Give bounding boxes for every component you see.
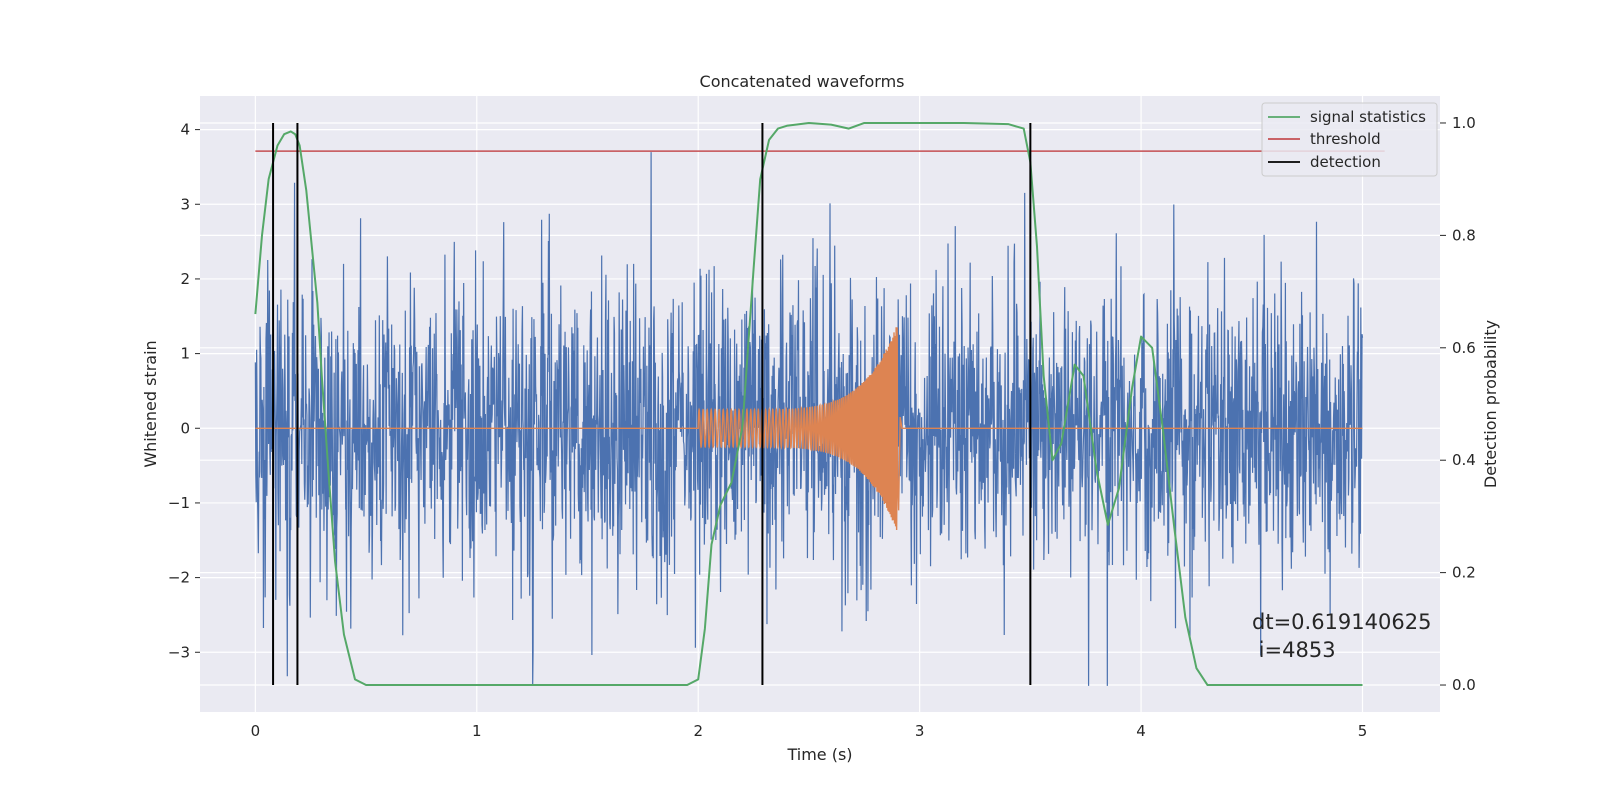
- y2-tick-label: 0.4: [1452, 451, 1476, 469]
- y2-tick-label: 0.0: [1452, 676, 1476, 694]
- y2-tick-label: 0.6: [1452, 339, 1476, 357]
- y-tick-label: 1: [180, 345, 190, 363]
- x-tick-label: 0: [251, 722, 261, 740]
- y2-axis-label: Detection probability: [1481, 320, 1500, 488]
- annotation-dt: dt=0.619140625: [1252, 610, 1431, 634]
- legend-label-threshold: threshold: [1310, 130, 1381, 148]
- legend-box: [1261, 102, 1438, 177]
- x-tick-label: 4: [1136, 722, 1146, 740]
- y-tick-label: 2: [180, 270, 190, 288]
- x-axis-label: Time (s): [786, 745, 852, 764]
- signal-statistics-line: [254, 121, 1363, 687]
- y2-tick-label: 0.8: [1452, 226, 1476, 244]
- axis-ticks: 0 1 2 3 4 5 −3 −2 −1 0 1 2 3 4 0.0 0.2 0.4 0.6 0.8 1.0: [168, 114, 1476, 740]
- legend-label-signal-statistics: signal statistics: [1310, 108, 1426, 126]
- y-tick-label: −1: [168, 494, 190, 512]
- injection-series-line: [255, 327, 1363, 530]
- strain-series-line: [254, 152, 1364, 686]
- y-tick-label: 3: [180, 195, 190, 213]
- x-tick-label: 3: [915, 722, 925, 740]
- y-tick-label: −2: [168, 569, 190, 587]
- y-axis-label: Whitened strain: [141, 340, 160, 467]
- x-tick-label: 5: [1358, 722, 1368, 740]
- x-tick-label: 2: [693, 722, 703, 740]
- series-layer: [254, 121, 1385, 687]
- annotation: dt=0.619140625 i=4853: [1252, 610, 1431, 662]
- y-tick-label: −3: [168, 643, 190, 661]
- y2-tick-label: 1.0: [1452, 114, 1476, 132]
- legend-label-detection: detection: [1310, 153, 1381, 171]
- annotation-index: i=4853: [1252, 638, 1336, 662]
- chart-title: Concatenated waveforms: [700, 72, 905, 91]
- legend: signal statistics threshold detection: [1261, 102, 1438, 177]
- y-tick-label: 0: [180, 419, 190, 437]
- y-tick-label: 4: [180, 121, 190, 139]
- x-tick-label: 1: [472, 722, 482, 740]
- y2-tick-label: 0.2: [1452, 564, 1476, 582]
